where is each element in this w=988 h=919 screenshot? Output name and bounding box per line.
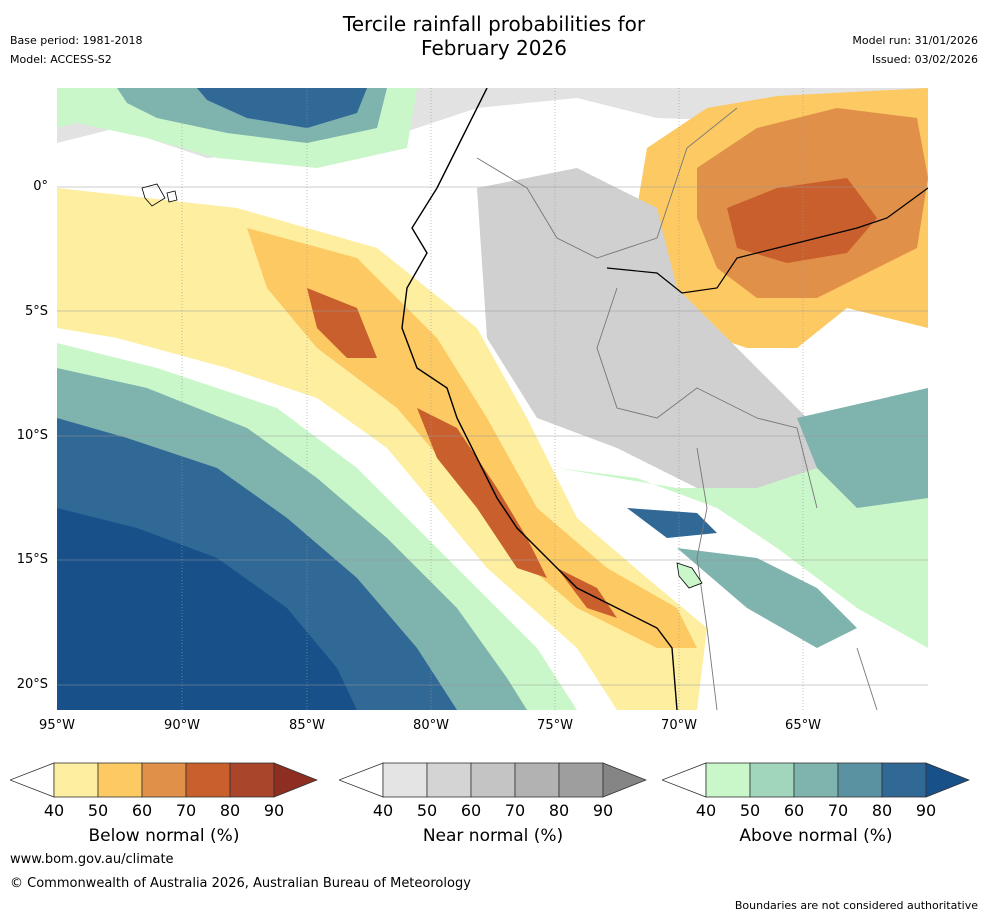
above-normal-region-southwest-90	[57, 508, 357, 710]
chart-title: Tercile rainfall probabilities for Febru…	[0, 12, 988, 60]
colorbar-segment	[925, 762, 970, 798]
coastline	[401, 88, 678, 710]
colorbar-label-below-normal: Below normal (%)	[88, 826, 240, 846]
colorbar-segment	[185, 762, 231, 798]
colorbar-segment	[53, 762, 99, 798]
lat-label: 5°S	[24, 304, 48, 319]
metadata-right: Model run: 31/01/2026 Issued: 03/02/2026	[852, 31, 978, 69]
colorbar-tick: 60	[131, 801, 153, 820]
colorbar-segment	[229, 762, 275, 798]
colorbar-label-near-normal: Near normal (%)	[422, 826, 564, 846]
website-link[interactable]: www.bom.gov.au/climate	[10, 852, 174, 867]
colorbar-segment	[426, 762, 472, 798]
colorbar-tick: 80	[219, 801, 241, 820]
colorbar-tick: 50	[87, 801, 109, 820]
colorbar-tick: 90	[263, 801, 285, 820]
lon-label: 75°W	[537, 718, 573, 733]
lat-label: 10°S	[16, 428, 48, 443]
lon-label: 70°W	[661, 718, 697, 733]
colorbar-tick: 50	[739, 801, 761, 820]
model-name: Model: ACCESS-S2	[10, 53, 112, 66]
title-line-2: February 2026	[421, 36, 567, 60]
colorbar-segment	[837, 762, 883, 798]
colorbar-segment	[470, 762, 516, 798]
colorbar-tick: 80	[871, 801, 893, 820]
colorbar-label-above-normal: Above normal (%)	[739, 826, 893, 846]
issued-date: Issued: 03/02/2026	[871, 53, 978, 66]
above-normal-region-southeast-60	[677, 388, 928, 648]
colorbar-segment	[705, 762, 751, 798]
colorbar-segment	[97, 762, 143, 798]
lat-label: 20°S	[16, 677, 48, 692]
lon-label: 80°W	[413, 718, 449, 733]
colorbar-near-normal	[339, 762, 647, 798]
colorbar-tick: 40	[43, 801, 65, 820]
base-period: Base period: 1981-2018	[10, 34, 143, 47]
colorbar-tick: 80	[548, 801, 570, 820]
colorbar-tick: 70	[504, 801, 526, 820]
colorbar-segment	[749, 762, 795, 798]
colorbar-segment	[881, 762, 927, 798]
lon-label: 85°W	[289, 718, 325, 733]
lat-label: 0°	[33, 179, 48, 194]
below-normal-region-coastal-70	[307, 288, 617, 618]
above-normal-region-southeast-80	[627, 508, 717, 538]
amazon-river	[606, 187, 928, 294]
colorbar-segment	[793, 762, 839, 798]
boundaries-disclaimer: Boundaries are not considered authoritat…	[734, 899, 978, 912]
lon-label: 95°W	[39, 718, 75, 733]
below-normal-region-northeast-70	[727, 178, 877, 263]
colorbar-tick: 90	[592, 801, 614, 820]
colorbar-below-normal	[10, 762, 318, 798]
colorbar-tick: 40	[695, 801, 717, 820]
map-gridlines	[57, 88, 928, 710]
lake-titicaca	[676, 562, 703, 589]
colorbar-tick: 50	[416, 801, 438, 820]
colorbar-segment	[382, 762, 428, 798]
colorbar-segment	[662, 762, 707, 798]
rainfall-probability-map	[57, 88, 928, 710]
colorbar-tick: 60	[460, 801, 482, 820]
lon-label: 90°W	[164, 718, 200, 733]
copyright: © Commonwealth of Australia 2026, Austra…	[10, 876, 471, 891]
colorbar-segment	[602, 762, 647, 798]
country-borders	[476, 107, 878, 710]
above-normal-region-northwest-80	[197, 88, 367, 128]
colorbar-tick: 70	[175, 801, 197, 820]
colorbar-above-normal	[662, 762, 970, 798]
colorbar-tick: 70	[827, 801, 849, 820]
colorbar-tick: 40	[372, 801, 394, 820]
colorbar-segment	[273, 762, 318, 798]
colorbar-segment	[10, 762, 55, 798]
colorbar-segment	[339, 762, 384, 798]
galapagos-islands	[141, 183, 178, 207]
colorbar-segment	[514, 762, 560, 798]
lon-label: 65°W	[785, 718, 821, 733]
colorbar-segment	[141, 762, 187, 798]
colorbar-tick: 60	[783, 801, 805, 820]
colorbar-segment	[558, 762, 604, 798]
title-line-1: Tercile rainfall probabilities for	[342, 12, 646, 36]
model-run: Model run: 31/01/2026	[852, 34, 978, 47]
metadata-left: Base period: 1981-2018 Model: ACCESS-S2	[10, 31, 142, 69]
colorbar-tick: 90	[915, 801, 937, 820]
lat-label: 15°S	[16, 552, 48, 567]
